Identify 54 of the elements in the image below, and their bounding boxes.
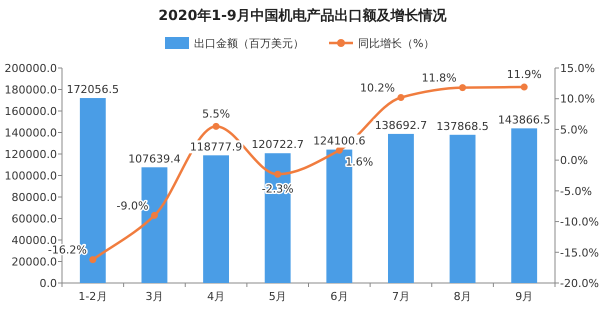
y2-tick-label: 5.0% [560, 123, 588, 136]
point [397, 94, 404, 101]
y2-tick-label: -20.0% [560, 277, 599, 290]
data-label: 124100.6 [313, 134, 366, 148]
bar [450, 134, 476, 283]
x-tick-label: 6月 [330, 290, 348, 303]
y2-tick-label: 15.0% [560, 62, 595, 75]
y2-tick-label: -10.0% [560, 216, 599, 229]
x-tick-label: 8月 [454, 290, 472, 303]
legend-label: 同比增长（%） [358, 37, 434, 50]
y2-tick-label: -15.0% [560, 246, 599, 260]
point [89, 256, 96, 264]
bar [203, 155, 230, 283]
point [150, 212, 158, 219]
data-label: 143866.5 [498, 113, 550, 126]
point [212, 122, 220, 130]
y-tick-label: 20000.0 [12, 256, 57, 268]
y-tick-label: 180000.0 [4, 84, 57, 96]
x-tick-label: 7月 [392, 290, 410, 303]
y-tick-label: 40000.0 [12, 234, 57, 247]
y-tick-label: 0.0 [40, 277, 57, 290]
point [274, 170, 282, 178]
data-label: 107639.4 [128, 152, 181, 166]
bar [388, 134, 414, 283]
legend-label: 出口金额（百万美元） [194, 37, 304, 50]
y-tick-label: 80000.0 [12, 191, 57, 204]
chart-title: 2020年1-9月中国机电产品出口额及增长情况 [158, 7, 448, 24]
point [459, 84, 466, 92]
x-tick-label: 1-2月 [78, 290, 108, 303]
x-tick-label: 3月 [145, 290, 164, 303]
bar [511, 128, 538, 283]
y-tick-label: 120000.0 [4, 148, 57, 161]
x-tick-label: 5月 [268, 290, 287, 303]
y-tick-label: 160000.0 [4, 105, 57, 118]
y2-tick-label: -5.0% [560, 184, 592, 198]
y2-tick-label: 10.0% [560, 92, 595, 106]
y-tick-label: 140000.0 [4, 126, 57, 140]
y-tick-label: 60000.0 [12, 212, 57, 226]
point [336, 146, 343, 154]
y-tick-label: 100000.0 [4, 170, 57, 182]
x-tick-label: 4月 [207, 290, 226, 303]
point [520, 84, 528, 91]
y-tick-label: 200000.0 [4, 62, 57, 75]
data-label: 172056.5 [66, 83, 120, 96]
data-label: 11.9% [506, 68, 542, 82]
data-label: 118777.9 [190, 140, 242, 154]
data-label: 137868.5 [436, 120, 489, 133]
data-label: 120722.7 [251, 138, 304, 152]
x-tick-label: 9月 [515, 290, 534, 303]
y2-tick-label: 0.0% [560, 154, 588, 168]
data-label: 5.5% [202, 107, 230, 120]
data-label: 10.2% [360, 81, 395, 94]
data-label: 11.8% [422, 72, 457, 85]
data-label: 138692.7 [374, 118, 428, 132]
